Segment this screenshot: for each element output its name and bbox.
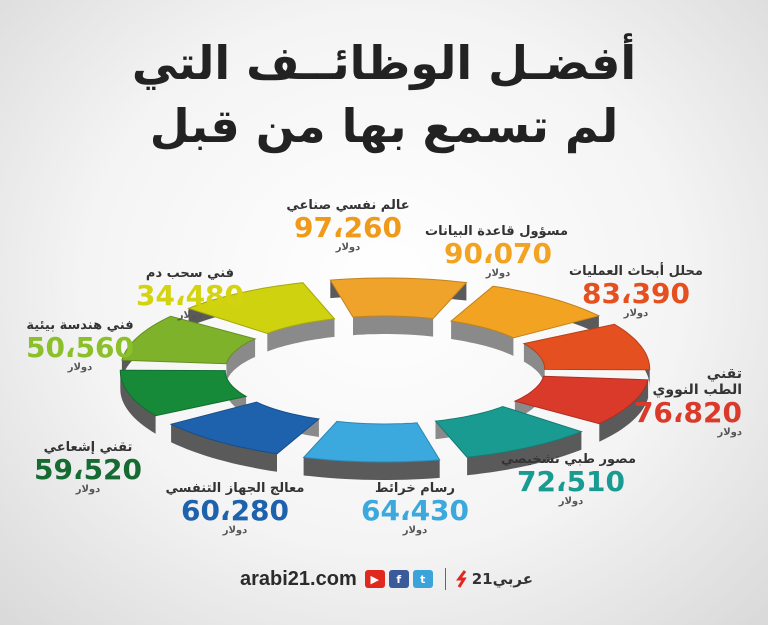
label-radiologic-tech: تقني إشعاعي 59،520 دولار	[28, 440, 148, 495]
footer: arabi21.com ▶ f t عربي21	[240, 567, 533, 591]
series-name: محلل أبحاث العمليات	[569, 264, 703, 279]
segment-inner-wall	[226, 338, 256, 382]
segment-top-6	[169, 401, 321, 455]
segment-top-7	[119, 369, 248, 417]
segment-top-5	[302, 420, 441, 463]
youtube-icon[interactable]: ▶	[364, 570, 385, 588]
segment-inner-wall	[451, 321, 514, 356]
series-name: فني سحب دم	[145, 266, 235, 281]
segment-top-0	[329, 277, 468, 320]
segment-inner-wall	[353, 316, 434, 337]
label-respiratory-therapist: معالج الجهاز التنفسي 60،280 دولار	[165, 481, 305, 536]
segment-6	[169, 401, 321, 472]
label-operations-research: محلل أبحاث العمليات 83،390 دولار	[566, 264, 706, 319]
series-name: تقني إشعاعي	[43, 440, 133, 455]
segment-2	[522, 323, 651, 388]
series-value: 97،260	[293, 211, 403, 244]
series-name: رسام خرائط	[375, 481, 455, 496]
chart-title-line-1: أفضـل الوظائــف التي	[131, 36, 637, 90]
twitter-icon[interactable]: t	[412, 570, 433, 588]
label-cartographer: رسام خرائط 64،430 دولار	[350, 481, 480, 536]
segment-top-3	[513, 375, 649, 425]
series-unit: دولار	[717, 427, 742, 439]
series-value: 83،390	[581, 277, 691, 310]
series-value: 59،520	[33, 453, 143, 486]
series-unit: دولار	[75, 484, 101, 496]
series-name: فني هندسة بيئية	[26, 318, 134, 333]
segment-side	[171, 424, 277, 472]
segment-9	[187, 282, 336, 352]
segment-top-2	[522, 323, 651, 371]
series-unit: دولار	[177, 310, 203, 322]
segment-0	[329, 277, 468, 337]
site-url[interactable]: arabi21.com	[240, 567, 357, 590]
segment-side	[599, 379, 649, 442]
brand-logo: عربي21	[455, 570, 533, 588]
series-value: 34،480	[135, 279, 245, 312]
series-unit: دولار	[335, 242, 361, 254]
segment-top-9	[187, 282, 336, 335]
segment-inner-wall	[267, 318, 335, 352]
series-unit: دولار	[558, 496, 584, 508]
series-unit: دولار	[485, 268, 511, 280]
segment-5	[302, 420, 441, 480]
series-value: 72،510	[516, 465, 626, 498]
series-value: 64،430	[360, 494, 470, 527]
series-name: مسؤول قاعدة البيانات	[425, 224, 568, 239]
label-industrial-psychologist: عالم نفسي صناعي 97،260 دولار	[268, 198, 428, 253]
footer-divider	[444, 568, 446, 590]
segment-side	[467, 431, 582, 476]
series-unit: دولار	[402, 525, 428, 537]
series-value: 50،560	[25, 331, 135, 364]
label-phlebotomist: فني سحب دم 34،480 دولار	[130, 266, 250, 321]
series-name: مصور طبي تشخيصي	[501, 452, 636, 467]
label-nuclear-medicine: تقني الطب النووي 76،820 دولار	[632, 366, 742, 438]
segment-top-8	[121, 315, 257, 365]
segment-4	[434, 405, 583, 476]
segment-inner-wall	[523, 343, 545, 388]
segment-top-4	[434, 405, 583, 458]
series-name: عالم نفسي صناعي	[286, 198, 410, 213]
chart-title-line-2: لم تسمع بها من قبل	[149, 99, 619, 153]
series-name: تقني الطب النووي	[652, 366, 742, 398]
label-environmental-engineering-tech: فني هندسة بيئية 50،560 دولار	[20, 318, 140, 373]
series-value: 76،820	[633, 396, 742, 429]
segment-1	[449, 285, 601, 356]
series-unit: دولار	[222, 525, 248, 537]
segment-side	[120, 370, 156, 434]
series-unit: دولار	[67, 362, 93, 374]
series-value: 60،280	[180, 494, 290, 527]
brand-mark-icon	[455, 570, 467, 588]
segment-side	[303, 457, 440, 480]
series-name: معالج الجهاز التنفسي	[165, 481, 305, 496]
series-value: 90،070	[443, 237, 553, 270]
label-database-admin: مسؤول قاعدة البيانات 90،070 دولار	[425, 224, 568, 280]
segment-7	[119, 369, 248, 434]
series-unit: دولار	[623, 308, 649, 320]
label-diagnostic-imaging: مصور طبي تشخيصي 72،510 دولار	[501, 452, 636, 508]
brand-name: عربي21	[471, 570, 533, 588]
segment-8	[121, 315, 257, 382]
segment-3	[513, 375, 649, 442]
segment-top-1	[449, 285, 601, 339]
facebook-icon[interactable]: f	[388, 570, 409, 588]
